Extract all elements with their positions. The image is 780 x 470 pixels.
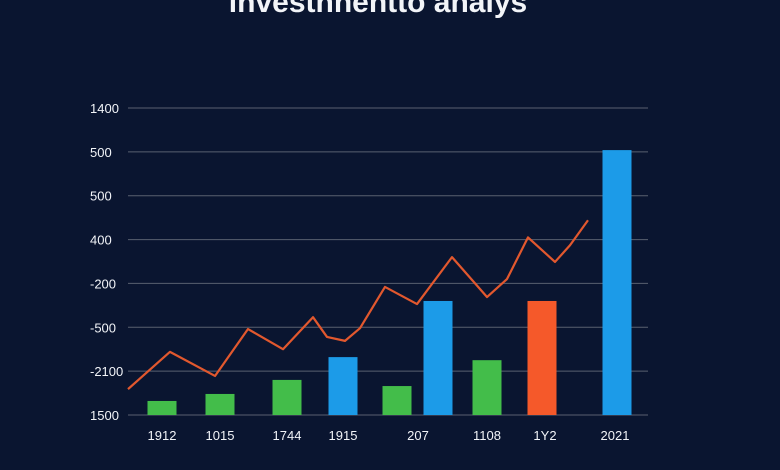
x-tick-label: 1015 [206, 428, 235, 443]
x-tick-label: 1108 [473, 428, 501, 443]
y-tick-label: 1500 [90, 408, 119, 423]
chart-title: lnvestnnentto analys [229, 0, 527, 19]
x-tick-label: 1Y2 [533, 428, 556, 443]
bar [328, 357, 358, 415]
y-tick-label: -200 [90, 276, 116, 291]
x-tick-label: 207 [407, 428, 429, 443]
y-tick-label: 500 [90, 145, 112, 160]
y-tick-label: -500 [90, 320, 116, 335]
x-tick-label: 1915 [329, 428, 358, 443]
trend-line [127, 219, 589, 390]
y-tick-label: 1400 [90, 101, 119, 116]
bar [382, 386, 412, 415]
x-tick-label: 2021 [601, 428, 630, 443]
bar [472, 360, 502, 415]
y-tick-label: 400 [90, 233, 112, 248]
bar [527, 300, 557, 415]
bar [423, 300, 453, 415]
bar [147, 400, 177, 415]
bar [602, 150, 632, 416]
y-tick-label: 500 [90, 189, 112, 204]
bar [272, 379, 302, 415]
x-tick-label: 1744 [273, 428, 302, 443]
bar [205, 393, 235, 415]
y-tick-label: -2100 [90, 364, 123, 379]
x-tick-label: 1912 [148, 428, 177, 443]
